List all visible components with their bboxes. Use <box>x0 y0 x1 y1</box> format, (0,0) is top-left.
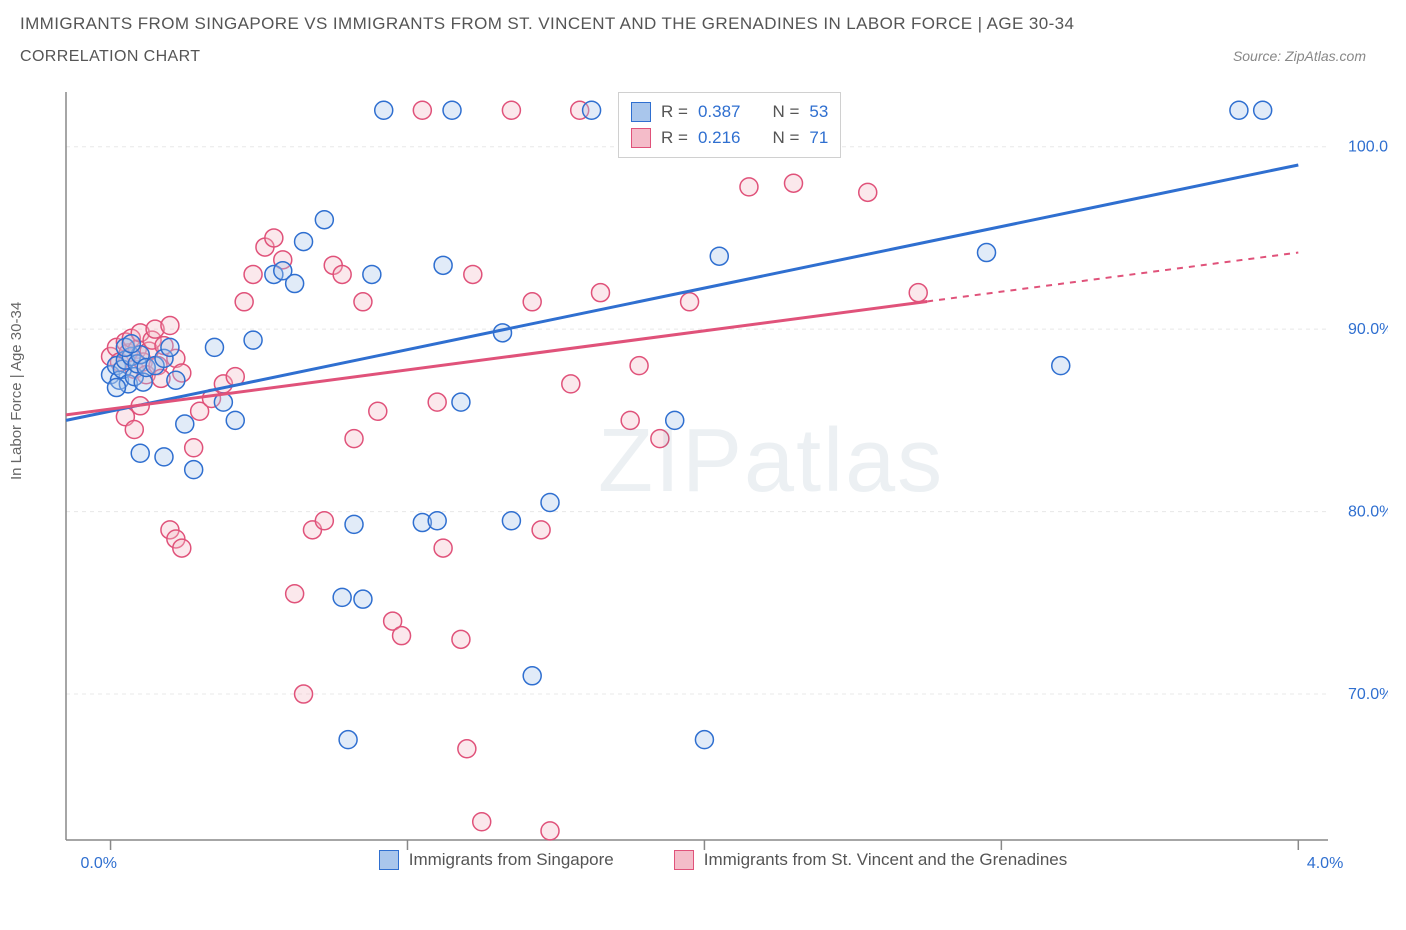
y-axis-title: In Labor Force | Age 30-34 <box>8 302 25 480</box>
series-legend: Immigrants from Singapore Immigrants from… <box>58 850 1388 870</box>
source-attribution: Source: ZipAtlas.com <box>1233 48 1366 64</box>
stats-row: R = 0.387 N = 53 <box>631 99 828 125</box>
legend-label: Immigrants from St. Vincent and the Gren… <box>704 850 1067 870</box>
n-label: N = <box>772 128 799 148</box>
stats-row: R = 0.216 N = 71 <box>631 125 828 151</box>
n-label: N = <box>772 102 799 122</box>
r-value: 0.387 <box>698 102 741 122</box>
legend-swatch <box>631 102 651 122</box>
r-value: 0.216 <box>698 128 741 148</box>
source-label: Source: <box>1233 48 1285 64</box>
source-name: ZipAtlas.com <box>1285 48 1366 64</box>
chart-title: IMMIGRANTS FROM SINGAPORE VS IMMIGRANTS … <box>20 14 1386 34</box>
chart-subtitle: CORRELATION CHART <box>20 48 200 66</box>
legend-item: Immigrants from Singapore <box>379 850 614 870</box>
svg-text:80.0%: 80.0% <box>1348 504 1388 521</box>
r-label: R = <box>661 102 688 122</box>
svg-text:100.0%: 100.0% <box>1348 139 1388 156</box>
header: IMMIGRANTS FROM SINGAPORE VS IMMIGRANTS … <box>0 0 1406 66</box>
correlation-chart: 70.0%80.0%90.0%100.0%0.0%4.0% ZIPatlas R… <box>58 80 1388 870</box>
legend-swatch <box>631 128 651 148</box>
n-value: 71 <box>809 128 828 148</box>
legend-label: Immigrants from Singapore <box>409 850 614 870</box>
chart-svg: 70.0%80.0%90.0%100.0%0.0%4.0% <box>58 80 1388 870</box>
svg-text:90.0%: 90.0% <box>1348 321 1388 338</box>
svg-text:70.0%: 70.0% <box>1348 686 1388 703</box>
n-value: 53 <box>809 102 828 122</box>
subheader: CORRELATION CHART Source: ZipAtlas.com <box>20 48 1386 66</box>
legend-swatch <box>674 850 694 870</box>
r-label: R = <box>661 128 688 148</box>
legend-item: Immigrants from St. Vincent and the Gren… <box>674 850 1067 870</box>
stats-legend-box: R = 0.387 N = 53 R = 0.216 N = 71 <box>618 92 841 158</box>
legend-swatch <box>379 850 399 870</box>
